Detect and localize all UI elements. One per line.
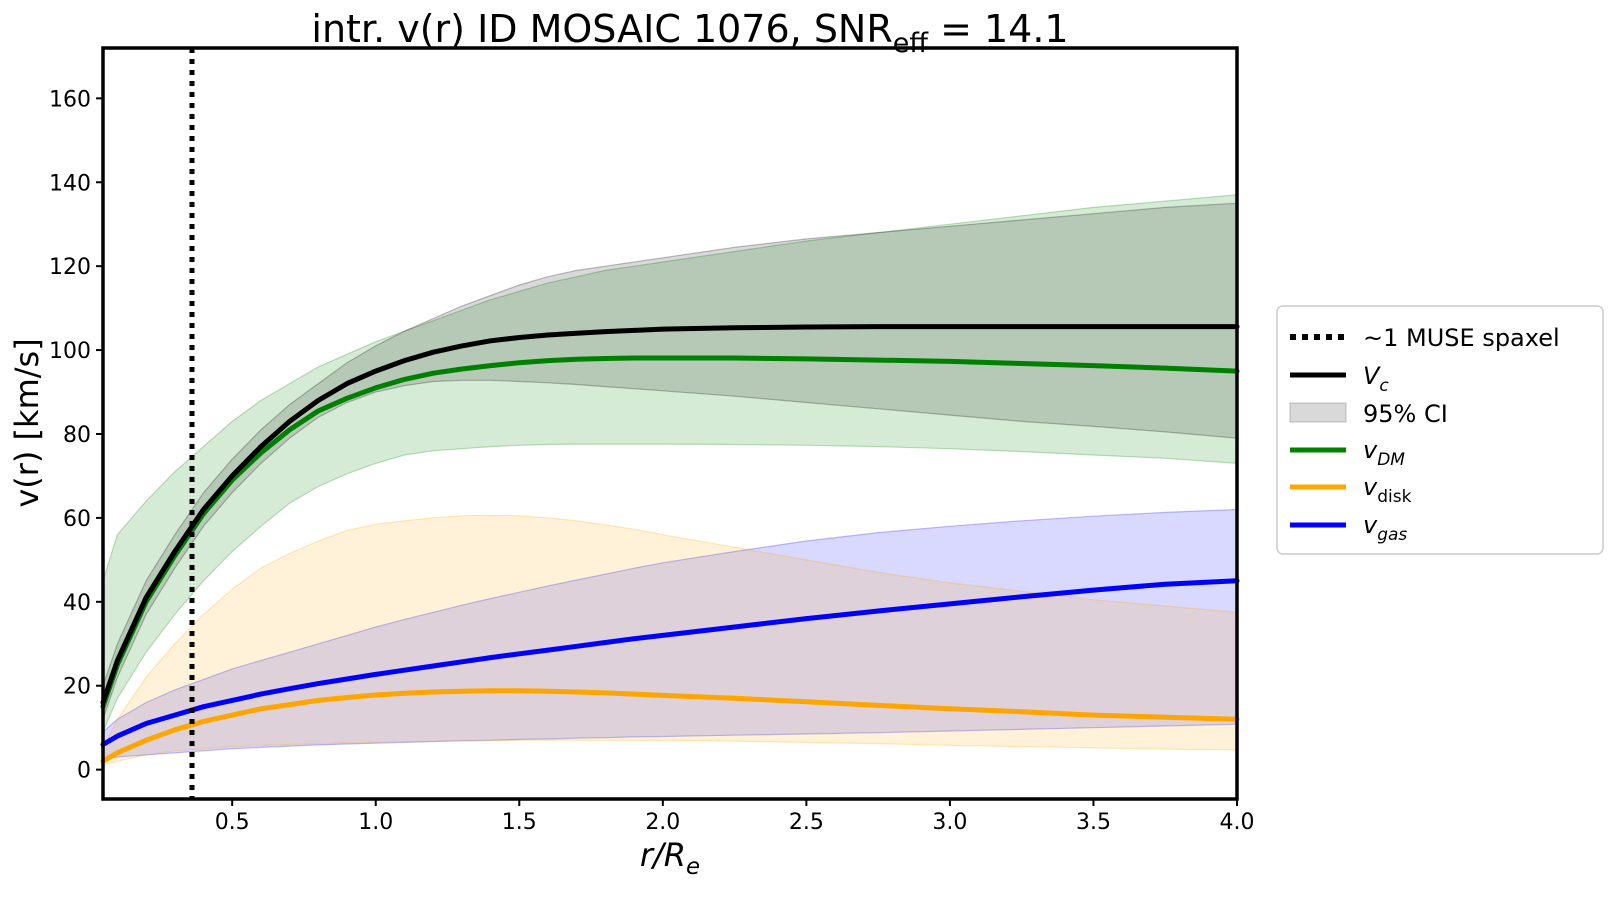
y-tick-label: 100 [49,339,91,364]
y-tick-label: 0 [77,759,91,784]
x-tick-label: 0.5 [215,810,250,835]
legend-label-vgas-sub: gas [1377,525,1407,545]
y-tick-label: 20 [63,675,91,700]
x-tick-label: 1.0 [358,810,393,835]
chart-title-prefix: intr. v(r) ID MOSAIC 1076, SNR [311,7,892,51]
legend-label-vdm: vDM [1363,436,1405,470]
legend-box [1276,305,1604,555]
x-axis-title-base: r/R [640,836,686,874]
legend-key-ci [1289,402,1347,423]
y-tick-label: 60 [63,507,91,532]
axes: 0.5 1.0 1.5 2.0 2.5 3.0 3.5 4.0 0 20 40 60 80 100 120 1… [49,46,1255,835]
legend-label-vdisk: vdisk [1363,473,1412,507]
confidence-bands [102,194,1238,767]
series-line-v-gas [100,578,1240,747]
x-tick-label: 1.5 [502,810,537,835]
chart-title-suffix: = 14.1 [928,7,1069,51]
x-axis-title: r/Re [640,836,700,880]
series-line-v-dm [100,355,1240,710]
chart-title: intr. v(r) ID MOSAIC 1076, SNReff = 14.1 [311,7,1068,59]
y-tick-label: 160 [49,87,91,112]
series-line-v-disk [100,688,1240,764]
legend-label-vdisk-base: v [1363,473,1378,501]
y-tick-label: 120 [49,255,91,280]
legend-label-vdm-base: v [1363,436,1378,464]
x-tick-label: 3.5 [1076,810,1111,835]
legend-label-vc-sub: c [1379,376,1389,396]
legend-label-muse-spaxel: ~1 MUSE spaxel [1363,324,1560,352]
x-tick-label: 2.0 [645,810,680,835]
legend-label-vc: Vc [1363,362,1389,396]
y-tick-label: 40 [63,591,91,616]
legend-label-vdisk-sub: disk [1377,487,1411,507]
legend: ~1 MUSE spaxel Vc 95% CI vDM vdisk vgas [1276,305,1604,555]
series-line-v-c [100,324,1240,705]
plot-frame [101,46,1239,801]
y-tick-label: 140 [49,171,91,196]
x-tick-label: 2.5 [789,810,824,835]
legend-label-vdm-sub: DM [1377,450,1405,470]
y-axis-title: v(r) [km/s] [8,338,46,507]
series-lines [100,324,1240,764]
chart-title-subscript: eff [893,28,930,59]
x-tick-label: 3.0 [932,810,967,835]
legend-label-ci: 95% CI [1363,400,1448,428]
y-tick-label: 80 [63,423,91,448]
legend-label-vgas: vgas [1363,511,1407,545]
legend-label-vgas-base: v [1363,511,1378,539]
legend-label-vc-base: V [1363,362,1381,390]
x-tick-label: 4.0 [1220,810,1255,835]
x-axis-title-subscript: e [686,854,700,880]
